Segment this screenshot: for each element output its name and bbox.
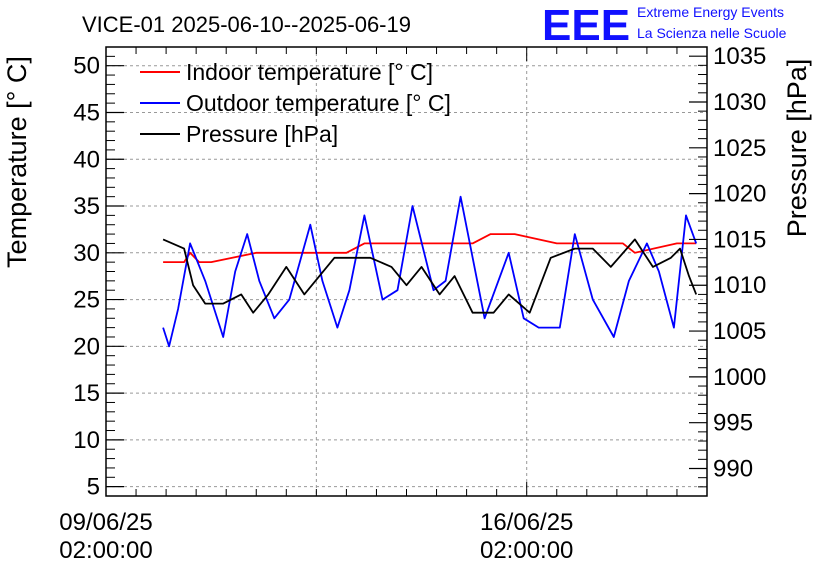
y2-tick-label: 1030 — [713, 89, 766, 116]
legend-label: Pressure [hPa] — [186, 121, 338, 147]
y-tick-label: 50 — [73, 53, 100, 80]
axes-group: 5101520253035404550990995100010051010101… — [59, 43, 766, 564]
y2-tick-label: 1035 — [713, 43, 766, 70]
y2-tick-label: 995 — [713, 410, 753, 437]
y-tick-label: 45 — [73, 99, 100, 126]
y2-tick-label: 1020 — [713, 181, 766, 208]
x-tick-label-time: 02:00:00 — [59, 537, 152, 564]
y-tick-label: 15 — [73, 380, 100, 407]
y-tick-label: 5 — [87, 474, 100, 501]
grid-lines — [106, 47, 707, 496]
legend: Indoor temperature [° C] Outdoor temperat… — [140, 59, 451, 147]
series-line-0 — [163, 233, 697, 263]
legend-label: Outdoor temperature [° C] — [186, 90, 451, 116]
y-axis-title: Temperature [° C] — [2, 56, 32, 268]
x-tick-label-time: 02:00:00 — [480, 537, 573, 564]
y-tick-label: 35 — [73, 193, 100, 220]
y2-tick-label: 990 — [713, 456, 753, 483]
y-tick-label: 40 — [73, 146, 100, 173]
y2-tick-label: 1015 — [713, 226, 766, 253]
y-tick-label: 30 — [73, 240, 100, 267]
y-tick-label: 25 — [73, 287, 100, 314]
logo-mark: EEE — [542, 1, 630, 50]
y2-tick-label: 1010 — [713, 272, 766, 299]
legend-label: Indoor temperature [° C] — [186, 59, 433, 85]
logo-line-2: La Scienza nelle Scuole — [637, 25, 787, 41]
series-line-2 — [162, 238, 698, 314]
series-line-1 — [162, 195, 698, 348]
chart-title: VICE-01 2025-06-10--2025-06-19 — [82, 12, 411, 37]
y2-tick-label: 1005 — [713, 318, 766, 345]
y-tick-label: 20 — [73, 333, 100, 360]
y-tick-label: 10 — [73, 427, 100, 454]
logo-line-1: Extreme Energy Events — [637, 4, 784, 20]
x-tick-label-date: 09/06/25 — [59, 509, 152, 536]
y2-axis-title: Pressure [hPa] — [782, 59, 812, 238]
y2-tick-label: 1025 — [713, 135, 766, 162]
x-tick-label-date: 16/06/25 — [480, 509, 573, 536]
logo: EEE Extreme Energy Events La Scienza nel… — [542, 1, 787, 50]
series-group — [162, 195, 698, 348]
y2-tick-label: 1000 — [713, 364, 766, 391]
